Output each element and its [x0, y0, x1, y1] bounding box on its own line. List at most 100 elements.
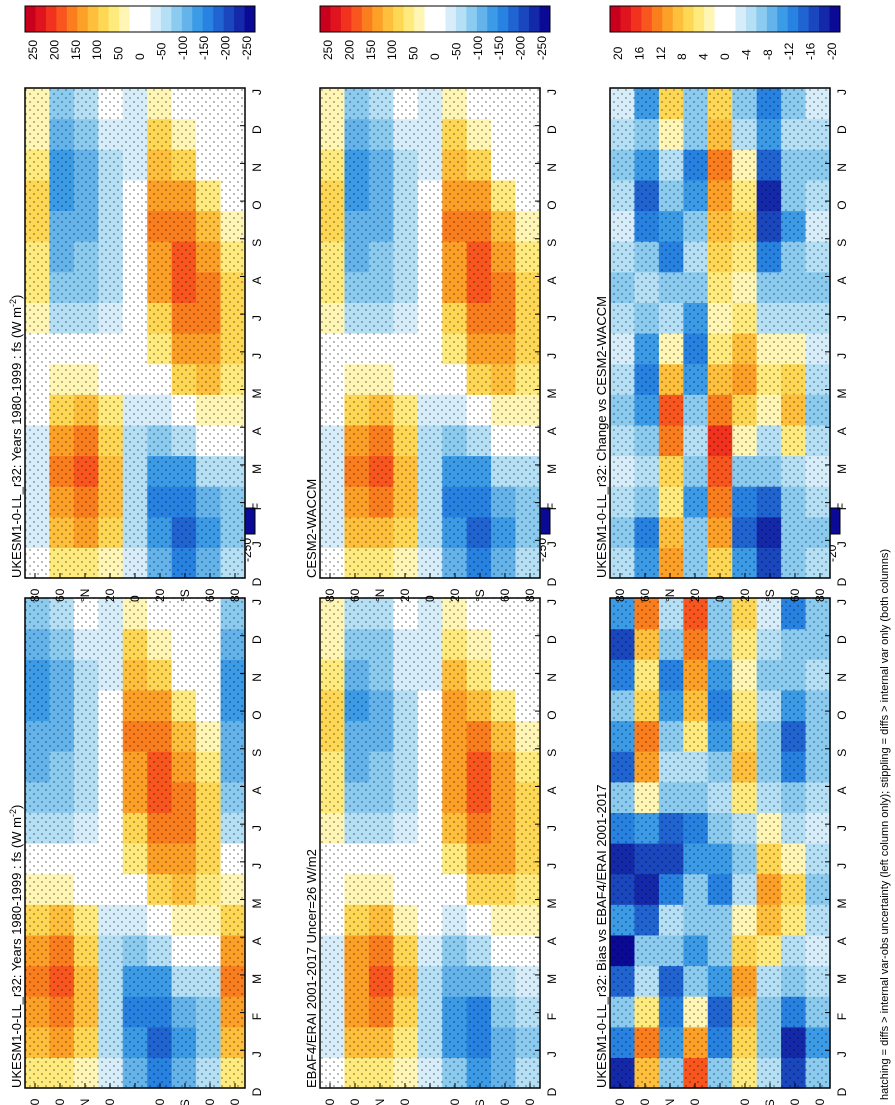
time-tick-label: A: [545, 427, 559, 435]
time-tick-label: D: [835, 125, 849, 134]
panel-title: CESM2-WACCM: [304, 479, 319, 578]
colorbar-tick-label: -200: [514, 36, 528, 60]
time-tick-label: J: [250, 541, 264, 547]
time-tick-label: J: [545, 1051, 559, 1057]
time-tick-label: O: [250, 710, 264, 719]
colorbar-swatch: [829, 6, 841, 32]
colorbar-swatch: [181, 6, 193, 32]
colorbar-swatch: [798, 6, 810, 32]
time-tick-label: M: [545, 389, 559, 399]
colorbar-swatch: [539, 6, 551, 32]
lat-tick-label: 20: [738, 1098, 752, 1105]
lat-tick-label: °N: [78, 589, 92, 602]
time-tick-label: O: [545, 200, 559, 209]
time-tick-label: A: [545, 786, 559, 794]
time-tick-label: J: [545, 353, 559, 359]
colorbar-swatch: [508, 6, 520, 32]
time-tick-label: N: [835, 673, 849, 682]
time-tick-label: D: [545, 125, 559, 134]
colorbar-swatch: [819, 6, 831, 32]
colorbar-frame: [609, 5, 841, 33]
colorbar-swatch: [372, 6, 384, 32]
lat-tick-label: 80: [323, 1098, 337, 1105]
time-tick-label: J: [250, 353, 264, 359]
colorbar-swatch: [150, 6, 162, 32]
lat-tick-label: 20: [398, 1098, 412, 1105]
lat-tick-label: 80: [323, 588, 337, 602]
lat-tick-label: °S: [178, 589, 192, 602]
colorbar-swatch: [476, 6, 488, 32]
time-tick-label: M: [545, 464, 559, 474]
time-tick-label: A: [545, 276, 559, 284]
lat-tick-label: °N: [663, 589, 677, 602]
colorbar-tick-label: -8: [761, 49, 775, 60]
lat-tick-label: 60: [203, 1098, 217, 1105]
colorbar-swatch: [320, 6, 331, 32]
colorbar-swatch: [777, 6, 789, 32]
time-tick-label: M: [250, 974, 264, 984]
colorbar-tick-label: -150: [197, 36, 211, 60]
lat-tick-label: 20: [153, 588, 167, 602]
lat-tick-label: °S: [473, 589, 487, 602]
time-tick-label: J: [250, 599, 264, 605]
panel-0: 250200150100500-50-100-150-200-250DJFMAM…: [8, 507, 264, 1105]
colorbar-swatch: [445, 6, 457, 32]
lat-tick-label: 80: [28, 1098, 42, 1105]
time-tick-label: D: [250, 1087, 264, 1096]
lat-tick-label: °N: [373, 1099, 387, 1105]
colorbar-swatch: [382, 6, 394, 32]
time-tick-label: F: [545, 1013, 559, 1020]
time-tick-label: F: [835, 503, 849, 510]
colorbar-swatch: [651, 6, 663, 32]
colorbar-swatch: [98, 6, 110, 32]
lat-tick-label: 0: [423, 595, 437, 602]
colorbar-tick-label: -4: [739, 49, 753, 60]
colorbar-swatch: [244, 6, 256, 32]
colorbar-swatch: [66, 6, 78, 32]
colorbar-tick-label: 100: [385, 40, 399, 60]
panel-2: 250200150100500-50-100-150-200-250DJFMAM…: [304, 507, 559, 1105]
colorbar-tick-label: 4: [697, 53, 711, 60]
lat-tick-label: 80: [228, 588, 242, 602]
colorbar-tick-label: -16: [804, 42, 818, 60]
colorbar-swatch: [25, 6, 36, 32]
time-tick-label: S: [250, 749, 264, 757]
colorbar-frame: [24, 5, 256, 33]
colorbar-swatch: [529, 6, 541, 32]
colorbar-tick-label: -12: [782, 42, 796, 60]
colorbar-tick-label: -20: [825, 42, 839, 60]
stippling-overlay: [25, 598, 245, 1088]
colorbar-tick-label: 0: [718, 53, 732, 60]
lat-tick-label: °S: [178, 1099, 192, 1105]
time-tick-label: F: [250, 1013, 264, 1020]
time-tick-label: N: [835, 163, 849, 172]
time-tick-label: M: [250, 464, 264, 474]
time-tick-label: D: [835, 577, 849, 586]
colorbar-swatch: [641, 6, 653, 32]
lat-tick-label: 20: [103, 1098, 117, 1105]
lat-tick-label: 20: [448, 1098, 462, 1105]
colorbar-swatch: [414, 6, 426, 32]
time-tick-label: F: [835, 1013, 849, 1020]
time-tick-label: D: [545, 577, 559, 586]
time-tick-label: J: [545, 599, 559, 605]
time-tick-label: D: [250, 577, 264, 586]
time-tick-label: A: [545, 937, 559, 945]
colorbar-swatch: [620, 6, 632, 32]
colorbar-swatch: [171, 6, 183, 32]
colorbar-swatch: [829, 508, 841, 534]
time-tick-label: S: [250, 239, 264, 247]
colorbar-tick-label: 20: [611, 46, 625, 60]
time-tick-label: S: [835, 239, 849, 247]
colorbar-swatch: [340, 6, 352, 32]
colorbar-swatch: [787, 6, 799, 32]
colorbar-tick-label: 50: [407, 46, 421, 60]
time-tick-label: J: [250, 863, 264, 869]
panel-title: UKESM1-0-LL_r32: Change vs CESM2-WACCM: [594, 296, 609, 578]
time-tick-label: S: [835, 749, 849, 757]
time-tick-label: D: [835, 1087, 849, 1096]
lat-tick-label: °S: [473, 1099, 487, 1105]
colorbar-tick-label: 16: [632, 46, 646, 60]
colorbar-tick-label: 150: [69, 40, 83, 60]
